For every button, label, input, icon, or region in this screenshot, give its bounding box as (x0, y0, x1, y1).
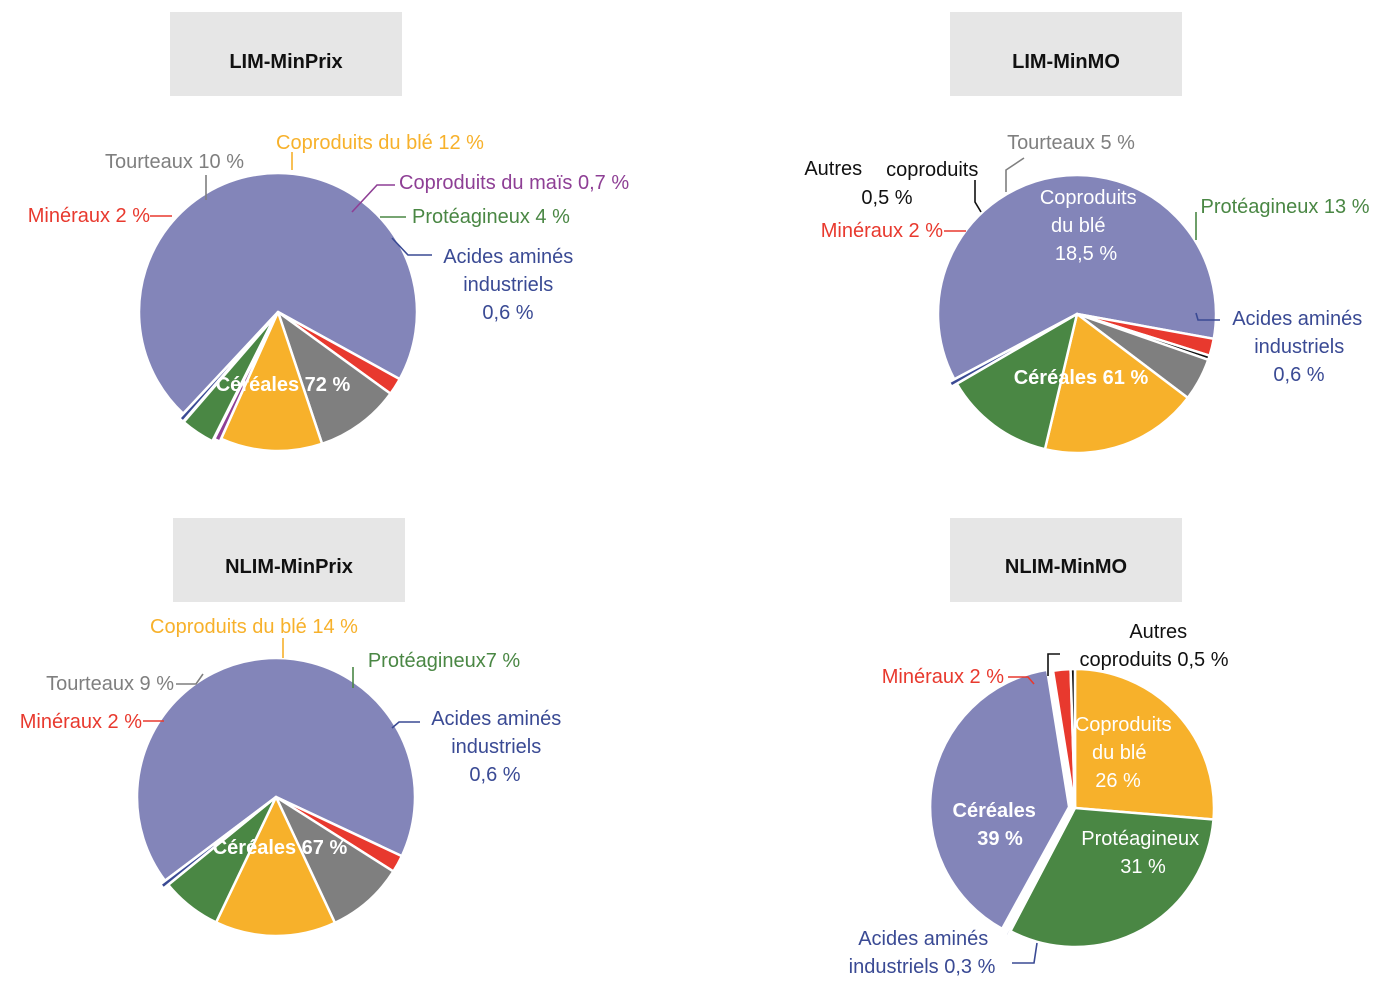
pie-slice-acides-amines (177, 315, 276, 423)
label-proteagineux: Protéagineux 13 % (1200, 196, 1369, 218)
pie (936, 173, 1218, 455)
label-mineraux: Minéraux 2 % (882, 666, 1004, 688)
pie (928, 667, 1216, 949)
chart-nlim-minprix: NLIM-MinPrix Céréales 67 % Minéraux 2 % … (20, 518, 567, 938)
pie-slice-coproduits-ble (214, 795, 337, 938)
label-proteagineux: Protéagineux 31 % (1081, 828, 1204, 878)
pie-slice-coproduits-ble (219, 310, 324, 453)
chart-lim-minprix: LIM-MinPrix Céréales 72 % Minéraux 2 % T… (28, 12, 630, 453)
label-acides-amines: Acides aminés industriels 0,6 % (443, 246, 579, 324)
pie-slice-autres-coproduits (1069, 667, 1077, 810)
pie (135, 656, 417, 938)
chart-title: LIM-MinMO (1012, 51, 1120, 73)
chart-lim-minmo: LIM-MinMO Céréales 61 % Minéraux 2 % Aut… (804, 12, 1370, 455)
label-cereales: Céréales 39 % (953, 800, 1042, 850)
slice-labels: Céréales 72 % Minéraux 2 % Tourteaux 10 … (28, 132, 630, 396)
pie (137, 171, 419, 453)
chart-nlim-minmo: NLIM-MinMO Minéraux 2 % Autres coproduit… (849, 518, 1229, 978)
pie-slice-cereales (137, 171, 419, 415)
pie-slice-acides-amines (947, 315, 1074, 388)
pie-slice-proteagineux (1009, 806, 1215, 949)
chart-title: NLIM-MinMO (1005, 556, 1127, 578)
label-tourteaux: Tourteaux 10 % (105, 151, 244, 173)
pie-slice-coproduits-ble (1043, 312, 1190, 455)
label-autres-coproduits: Autres coproduits 0,5 % (804, 158, 984, 209)
label-cereales: Céréales 61 % (1014, 367, 1149, 389)
leader-lines (1008, 653, 1060, 964)
chart-title-box (950, 518, 1182, 602)
leader-lines (944, 157, 1220, 321)
pie-slice-cereales (135, 656, 417, 882)
pie-slice-tourteaux (274, 795, 395, 925)
chart-title-box (173, 518, 405, 602)
pie-slice-proteagineux (955, 312, 1079, 451)
pie-slice-cereales (928, 668, 1071, 931)
label-coproduits-ble: Coproduits du blé 12 % (276, 132, 484, 154)
label-acides-amines: Acides aminés industriels 0,6 % (1232, 308, 1368, 386)
label-proteagineux: Protéagineux7 % (368, 650, 521, 672)
label-coproduits-ble: Coproduits du blé 18,5 % (1040, 187, 1142, 265)
label-coproduits-mais: Coproduits du maïs 0,7 % (399, 172, 629, 194)
label-proteagineux: Protéagineux 4 % (412, 206, 570, 228)
leader-lines (150, 152, 432, 256)
label-acides-amines: Acides aminés industriels 0,6 % (431, 708, 567, 786)
label-cereales: Céréales 72 % (216, 374, 351, 396)
label-mineraux: Minéraux 2 % (28, 205, 150, 227)
slice-labels: Minéraux 2 % Autres coproduits 0,5 % Cop… (849, 621, 1229, 978)
pie-slice-acides-amines (1003, 812, 1074, 938)
slice-labels: Céréales 67 % Minéraux 2 % Tourteaux 9 %… (20, 616, 567, 859)
leader-lines (143, 638, 420, 729)
label-tourteaux: Tourteaux 5 % (1007, 132, 1135, 154)
chart-title-box (170, 12, 402, 96)
slice-labels: Céréales 61 % Minéraux 2 % Autres coprod… (804, 132, 1369, 389)
pie-slice-acides-amines (159, 799, 273, 890)
label-cereales: Céréales 67 % (213, 837, 348, 859)
pie-slice-cereales (936, 173, 1218, 381)
pie-slice-tourteaux (276, 310, 392, 446)
label-coproduits-ble: Coproduits du blé 26 % (1075, 714, 1177, 792)
label-coproduits-ble: Coproduits du blé 14 % (150, 616, 358, 638)
label-mineraux: Minéraux 2 % (20, 711, 142, 733)
label-mineraux: Minéraux 2 % (821, 220, 943, 242)
label-acides-amines: Acides aminés industriels 0,3 % (849, 928, 996, 978)
label-tourteaux: Tourteaux 9 % (46, 673, 174, 695)
chart-title-box (950, 12, 1182, 96)
chart-title: LIM-MinPrix (229, 51, 342, 73)
label-autres-coproduits: Autres coproduits 0,5 % (1080, 621, 1229, 671)
pie-slice-coproduits-ble (1073, 667, 1216, 821)
chart-title: NLIM-MinPrix (225, 556, 353, 578)
